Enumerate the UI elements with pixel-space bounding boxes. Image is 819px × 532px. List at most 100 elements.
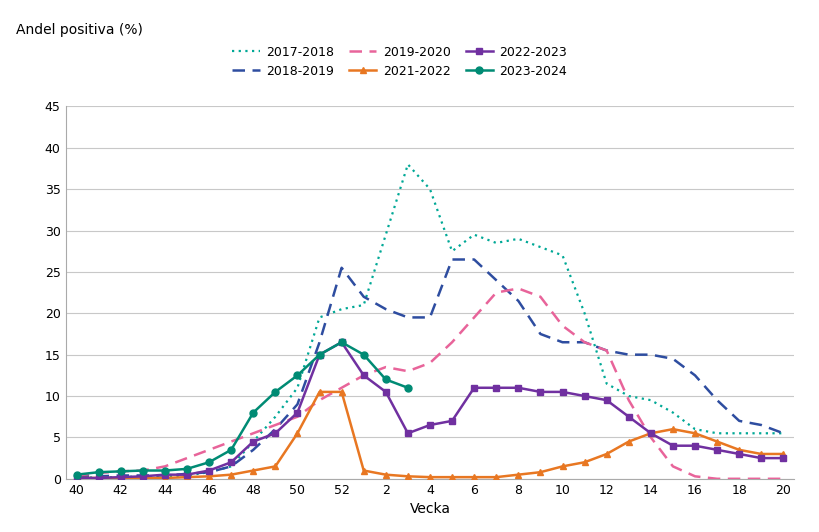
2018-2019: [514, 298, 523, 304]
2022-2023: [314, 352, 324, 358]
2019-2020: [115, 468, 125, 475]
2021-2022: [337, 389, 346, 395]
Text: Andel positiva (%): Andel positiva (%): [16, 23, 143, 37]
2018-2019: [226, 463, 236, 470]
2017-2018: [182, 472, 192, 479]
2018-2019: [115, 472, 125, 479]
2022-2023: [248, 438, 258, 445]
2021-2022: [115, 475, 125, 481]
Line: 2023-2024: 2023-2024: [73, 339, 411, 478]
2023-2024: [115, 468, 125, 475]
2023-2024: [138, 467, 147, 473]
2018-2019: [359, 294, 369, 300]
2017-2018: [160, 473, 170, 479]
2018-2019: [182, 471, 192, 477]
2019-2020: [580, 339, 590, 345]
2022-2023: [690, 443, 700, 449]
2018-2019: [403, 314, 413, 321]
2021-2022: [248, 467, 258, 473]
2023-2024: [248, 410, 258, 416]
2017-2018: [270, 413, 280, 420]
2022-2023: [292, 410, 302, 416]
2018-2019: [735, 418, 744, 424]
2021-2022: [580, 459, 590, 466]
2019-2020: [536, 294, 545, 300]
2017-2018: [514, 236, 523, 242]
Line: 2021-2022: 2021-2022: [73, 388, 787, 481]
2021-2022: [536, 469, 545, 476]
2017-2018: [115, 474, 125, 480]
2018-2019: [138, 472, 147, 479]
2023-2024: [359, 352, 369, 358]
2019-2020: [668, 463, 678, 470]
2021-2022: [646, 430, 656, 436]
2017-2018: [447, 248, 457, 254]
2019-2020: [403, 368, 413, 375]
2022-2023: [204, 467, 214, 473]
2017-2018: [491, 240, 501, 246]
2023-2024: [226, 447, 236, 453]
2018-2019: [425, 314, 435, 321]
2022-2023: [514, 385, 523, 391]
2019-2020: [646, 434, 656, 440]
2021-2022: [602, 451, 612, 457]
2018-2019: [93, 473, 103, 479]
2019-2020: [425, 360, 435, 366]
2019-2020: [71, 472, 81, 479]
2017-2018: [226, 463, 236, 470]
2021-2022: [270, 463, 280, 470]
2019-2020: [514, 285, 523, 292]
2022-2023: [403, 430, 413, 436]
2017-2018: [779, 430, 789, 436]
2017-2018: [735, 430, 744, 436]
2021-2022: [668, 426, 678, 433]
2021-2022: [138, 475, 147, 481]
2019-2020: [248, 430, 258, 436]
2018-2019: [337, 264, 346, 271]
Line: 2017-2018: 2017-2018: [76, 164, 784, 478]
2023-2024: [403, 385, 413, 391]
2019-2020: [204, 447, 214, 453]
2018-2019: [602, 347, 612, 354]
2017-2018: [558, 252, 568, 259]
2021-2022: [93, 475, 103, 481]
2021-2022: [359, 467, 369, 473]
2017-2018: [403, 161, 413, 168]
2021-2022: [690, 430, 700, 436]
2022-2023: [182, 471, 192, 478]
2021-2022: [381, 471, 391, 478]
2019-2020: [93, 470, 103, 476]
2017-2018: [381, 231, 391, 238]
2018-2019: [248, 447, 258, 453]
2018-2019: [779, 430, 789, 436]
2022-2023: [735, 451, 744, 457]
X-axis label: Vecka: Vecka: [410, 502, 450, 516]
2022-2023: [602, 397, 612, 403]
2022-2023: [381, 389, 391, 395]
2018-2019: [314, 339, 324, 345]
2022-2023: [668, 443, 678, 449]
2018-2019: [624, 352, 634, 358]
2017-2018: [138, 473, 147, 479]
2022-2023: [580, 393, 590, 399]
2018-2019: [558, 339, 568, 345]
2019-2020: [602, 347, 612, 354]
2019-2020: [138, 467, 147, 473]
2021-2022: [735, 447, 744, 453]
2022-2023: [713, 447, 722, 453]
2022-2023: [359, 372, 369, 379]
2019-2020: [292, 413, 302, 420]
2017-2018: [757, 430, 767, 436]
2019-2020: [381, 364, 391, 370]
2019-2020: [491, 289, 501, 296]
2023-2024: [182, 466, 192, 472]
2017-2018: [713, 430, 722, 436]
2021-2022: [160, 475, 170, 481]
2022-2023: [226, 459, 236, 466]
2017-2018: [93, 474, 103, 480]
2021-2022: [491, 474, 501, 480]
2018-2019: [381, 306, 391, 312]
2017-2018: [314, 314, 324, 321]
2019-2020: [226, 438, 236, 445]
Legend: 2017-2018, 2018-2019, 2019-2020, 2021-2022, 2022-2023, 2023-2024: 2017-2018, 2018-2019, 2019-2020, 2021-20…: [232, 46, 567, 78]
